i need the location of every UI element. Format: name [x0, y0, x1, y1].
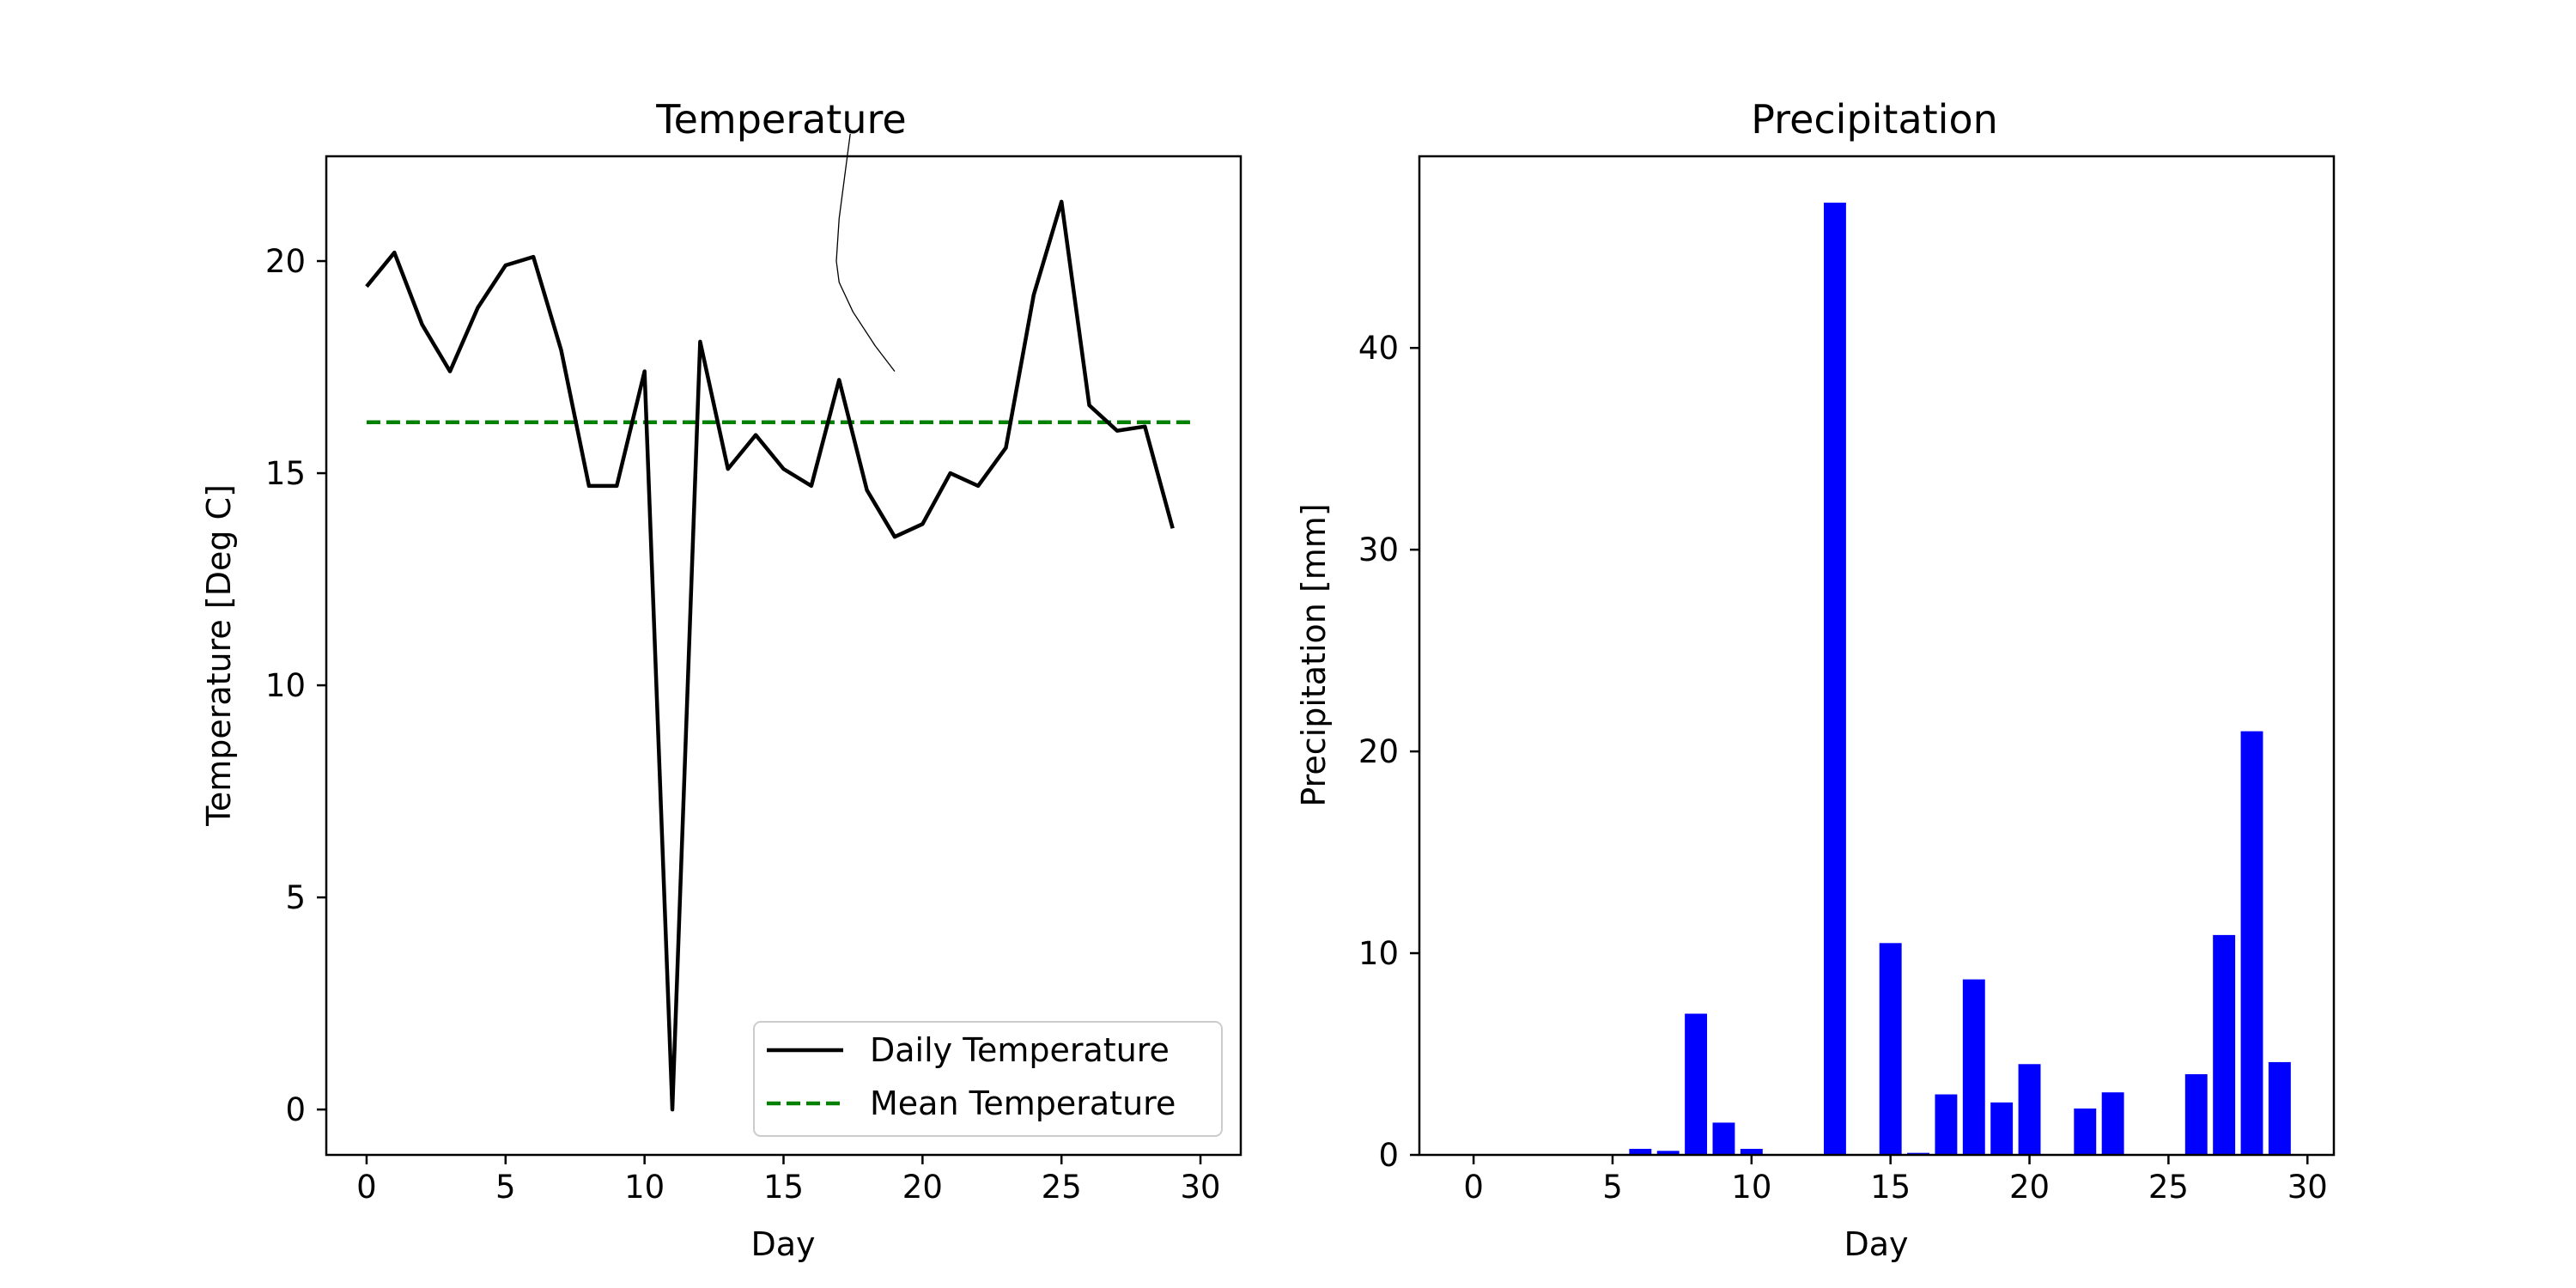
- precipitation-y-tick-label-30: 30: [1358, 532, 1399, 568]
- temperature-x-tick-label-5: 5: [495, 1169, 516, 1206]
- precipitation-bar-day-28: [2240, 731, 2263, 1155]
- temperature-x-axis-label: Day: [750, 1225, 815, 1263]
- temperature-x-tick-label-15: 15: [763, 1169, 804, 1206]
- precipitation-y-ticks: 0 10 20 30 40: [1358, 330, 1419, 1174]
- legend-label-daily-temperature: Daily Temperature: [870, 1031, 1170, 1069]
- precipitation-bar-day-20: [2018, 1064, 2041, 1155]
- legend-label-mean-temperature: Mean Temperature: [870, 1084, 1176, 1122]
- daily-temperature-line: [365, 199, 1175, 1112]
- precipitation-x-tick-label-30: 30: [2287, 1169, 2328, 1206]
- temperature-y-ticks: 0 5 10 15 20: [265, 243, 326, 1128]
- precipitation-x-tick-label-5: 5: [1602, 1169, 1623, 1206]
- temperature-y-tick-label-0: 0: [285, 1091, 306, 1128]
- precipitation-x-tick-label-0: 0: [1463, 1169, 1484, 1206]
- precipitation-bar-day-27: [2213, 934, 2236, 1155]
- temperature-x-tick-label-30: 30: [1181, 1169, 1221, 1206]
- precipitation-bar-day-19: [1990, 1102, 2014, 1155]
- precipitation-bar-day-26: [2184, 1074, 2208, 1155]
- temperature-x-tick-label-20: 20: [902, 1169, 943, 1206]
- temperature-y-tick-label-5: 5: [285, 879, 306, 916]
- precipitation-x-axis-label: Day: [1844, 1225, 1908, 1263]
- precipitation-bar-day-7: [1656, 1151, 1680, 1155]
- temperature-y-axis-label: Temperature [Deg C]: [200, 484, 238, 827]
- temperature-y-tick-label-15: 15: [265, 455, 306, 492]
- hand-drawn-stroke-0: [835, 133, 896, 372]
- precipitation-bar-day-9: [1712, 1122, 1735, 1155]
- precipitation-y-tick-label-20: 20: [1358, 733, 1399, 770]
- precipitation-bar-day-15: [1879, 943, 1902, 1155]
- temperature-x-tick-label-25: 25: [1042, 1169, 1082, 1206]
- precipitation-bar-day-29: [2268, 1061, 2291, 1155]
- precipitation-x-tick-label-15: 15: [1870, 1169, 1911, 1206]
- precipitation-bar-day-23: [2101, 1092, 2124, 1155]
- precipitation-y-tick-label-40: 40: [1358, 330, 1399, 367]
- precipitation-x-tick-label-25: 25: [2148, 1169, 2189, 1206]
- temperature-legend: Daily Temperature Mean Temperature: [753, 1021, 1223, 1137]
- precipitation-y-tick-label-10: 10: [1358, 935, 1399, 972]
- precipitation-bar-day-18: [1962, 979, 1985, 1155]
- precipitation-title: Precipitation: [1751, 96, 1998, 143]
- precipitation-panel: Precipitation 0 5 10 15 20 25 30 0 10 20 30 40 Day…: [1295, 96, 2336, 1263]
- precipitation-bar-day-10: [1740, 1148, 1763, 1155]
- temperature-plot-area: [365, 133, 1193, 1112]
- temperature-y-tick-label-20: 20: [265, 243, 306, 280]
- temperature-x-tick-label-10: 10: [624, 1169, 665, 1206]
- precipitation-axes-frame: [1418, 155, 2336, 1157]
- temperature-x-ticks: 0 5 10 15 20 25 30: [356, 1155, 1221, 1206]
- temperature-y-tick-label-10: 10: [265, 667, 306, 704]
- temperature-x-tick-label-0: 0: [356, 1169, 377, 1206]
- precipitation-bar-day-6: [1629, 1148, 1652, 1155]
- precipitation-x-tick-label-10: 10: [1731, 1169, 1771, 1206]
- temperature-title: Temperature: [655, 96, 906, 143]
- legend-box: [753, 1021, 1223, 1137]
- precipitation-bar-day-22: [2074, 1108, 2097, 1155]
- temperature-panel: Temperature 0 5 10 15 20 25 30 0 5 10 15 20 Day Te…: [200, 96, 1242, 1263]
- precipitation-bar-day-17: [1935, 1094, 1958, 1155]
- precipitation-x-tick-label-20: 20: [2009, 1169, 2050, 1206]
- precipitation-plot-area: [1629, 203, 2291, 1156]
- precipitation-x-ticks: 0 5 10 15 20 25 30: [1463, 1155, 2328, 1206]
- precipitation-y-axis-label: Precipitation [mm]: [1295, 503, 1333, 806]
- precipitation-y-tick-label-0: 0: [1378, 1137, 1399, 1174]
- precipitation-bar-day-13: [1823, 203, 1846, 1156]
- precipitation-bar-day-8: [1685, 1013, 1708, 1155]
